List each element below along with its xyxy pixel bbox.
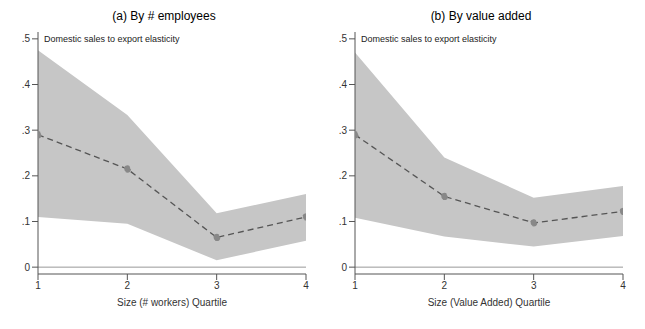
svg-text:4: 4 xyxy=(620,280,626,291)
html-text:Domestic sales to export elast: Domestic sales to export elasticity xyxy=(361,34,497,44)
svg-text:1: 1 xyxy=(35,280,41,291)
svg-text:Size (Value Added) Quartile: Size (Value Added) Quartile xyxy=(428,297,551,308)
svg-text:4: 4 xyxy=(303,280,309,291)
svg-text:.2: .2 xyxy=(339,170,348,181)
svg-text:2: 2 xyxy=(442,280,448,291)
svg-text:.1: .1 xyxy=(22,216,31,227)
svg-text:.5: .5 xyxy=(339,33,348,44)
svg-text:1: 1 xyxy=(352,280,358,291)
svg-text:.3: .3 xyxy=(22,125,31,136)
svg-text:.5: .5 xyxy=(22,33,31,44)
svg-text:0: 0 xyxy=(341,262,347,273)
svg-text:.1: .1 xyxy=(339,216,348,227)
svg-text:.4: .4 xyxy=(22,79,31,90)
html-text:Domestic sales to export elast: Domestic sales to export elasticity xyxy=(44,34,180,44)
html-text:(b) By value added: (b) By value added xyxy=(430,9,532,23)
svg-text:3: 3 xyxy=(531,280,537,291)
svg-text:Size (# workers) Quartile: Size (# workers) Quartile xyxy=(117,297,227,308)
html-text:(a) By # employees: (a) By # employees xyxy=(112,9,216,23)
svg-text:2: 2 xyxy=(125,280,131,291)
svg-text:0: 0 xyxy=(24,262,30,273)
svg-text:.4: .4 xyxy=(339,79,348,90)
svg-text:.2: .2 xyxy=(22,170,31,181)
svg-text:.3: .3 xyxy=(339,125,348,136)
svg-text:3: 3 xyxy=(214,280,220,291)
